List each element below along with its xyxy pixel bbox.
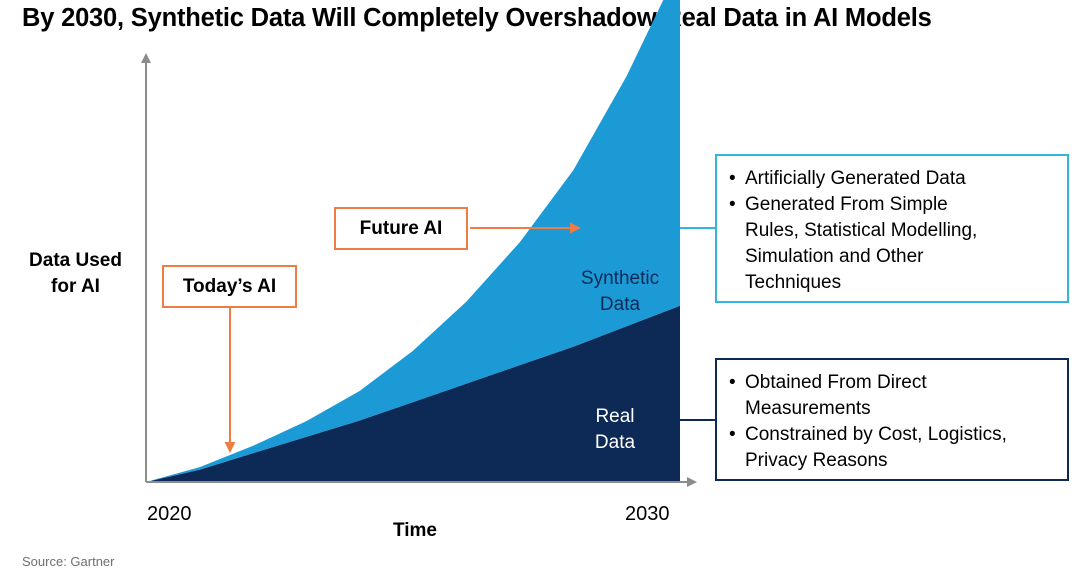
- bullet-item: Generated From Simple Rules, Statistical …: [729, 192, 1067, 296]
- future-ai-callout: Future AI: [334, 207, 468, 250]
- real-data-label: Real Data: [565, 404, 665, 456]
- real-data-area: [146, 305, 680, 482]
- bullet-line: Obtained From Direct: [745, 372, 927, 393]
- bullet-line: Rules, Statistical Modelling,: [745, 220, 978, 241]
- bullet-line: Generated From Simple: [745, 194, 948, 215]
- real-label-line: Data: [594, 432, 636, 453]
- synthetic-data-label: Synthetic Data: [560, 266, 680, 318]
- x-tick-2030: 2030: [625, 503, 670, 525]
- synthetic-data-area: [146, 0, 680, 482]
- y-axis-label-line: Data Used: [29, 250, 122, 271]
- bullet-line: Techniques: [745, 272, 842, 293]
- synthetic-label-line: Data: [599, 294, 641, 315]
- x-axis-label: Time: [392, 520, 437, 541]
- bullet-item: Obtained From Direct Measurements: [729, 370, 1067, 422]
- synthetic-label-line: Synthetic: [580, 268, 660, 289]
- synthetic-data-description-box: Artificially Generated Data Generated Fro…: [715, 154, 1069, 303]
- bullet-line: Simulation and Other: [745, 246, 924, 267]
- real-data-list: Obtained From Direct Measurements Constrai…: [729, 370, 1067, 474]
- real-data-description-box: Obtained From Direct Measurements Constrai…: [715, 358, 1069, 481]
- bullet-line: Privacy Reasons: [745, 450, 888, 471]
- bullet-line: Constrained by Cost, Logistics,: [745, 424, 1007, 445]
- x-tick-2020: 2020: [147, 503, 192, 525]
- bullet-line: Measurements: [745, 398, 871, 419]
- chart-title: By 2030, Synthetic Data Will Completely …: [22, 4, 932, 32]
- y-axis-label-line: for AI: [51, 276, 100, 297]
- bullet-line: Artificially Generated Data: [745, 168, 966, 189]
- synthetic-data-list: Artificially Generated Data Generated Fro…: [729, 166, 1067, 296]
- source-note: Source: Gartner: [22, 554, 115, 569]
- bullet-item: Artificially Generated Data: [729, 166, 1067, 192]
- y-axis-label: Data Used for AI: [18, 248, 133, 300]
- real-label-line: Real: [595, 406, 635, 427]
- bullet-item: Constrained by Cost, Logistics, Privacy R…: [729, 422, 1067, 474]
- today-ai-callout: Today’s AI: [162, 265, 297, 308]
